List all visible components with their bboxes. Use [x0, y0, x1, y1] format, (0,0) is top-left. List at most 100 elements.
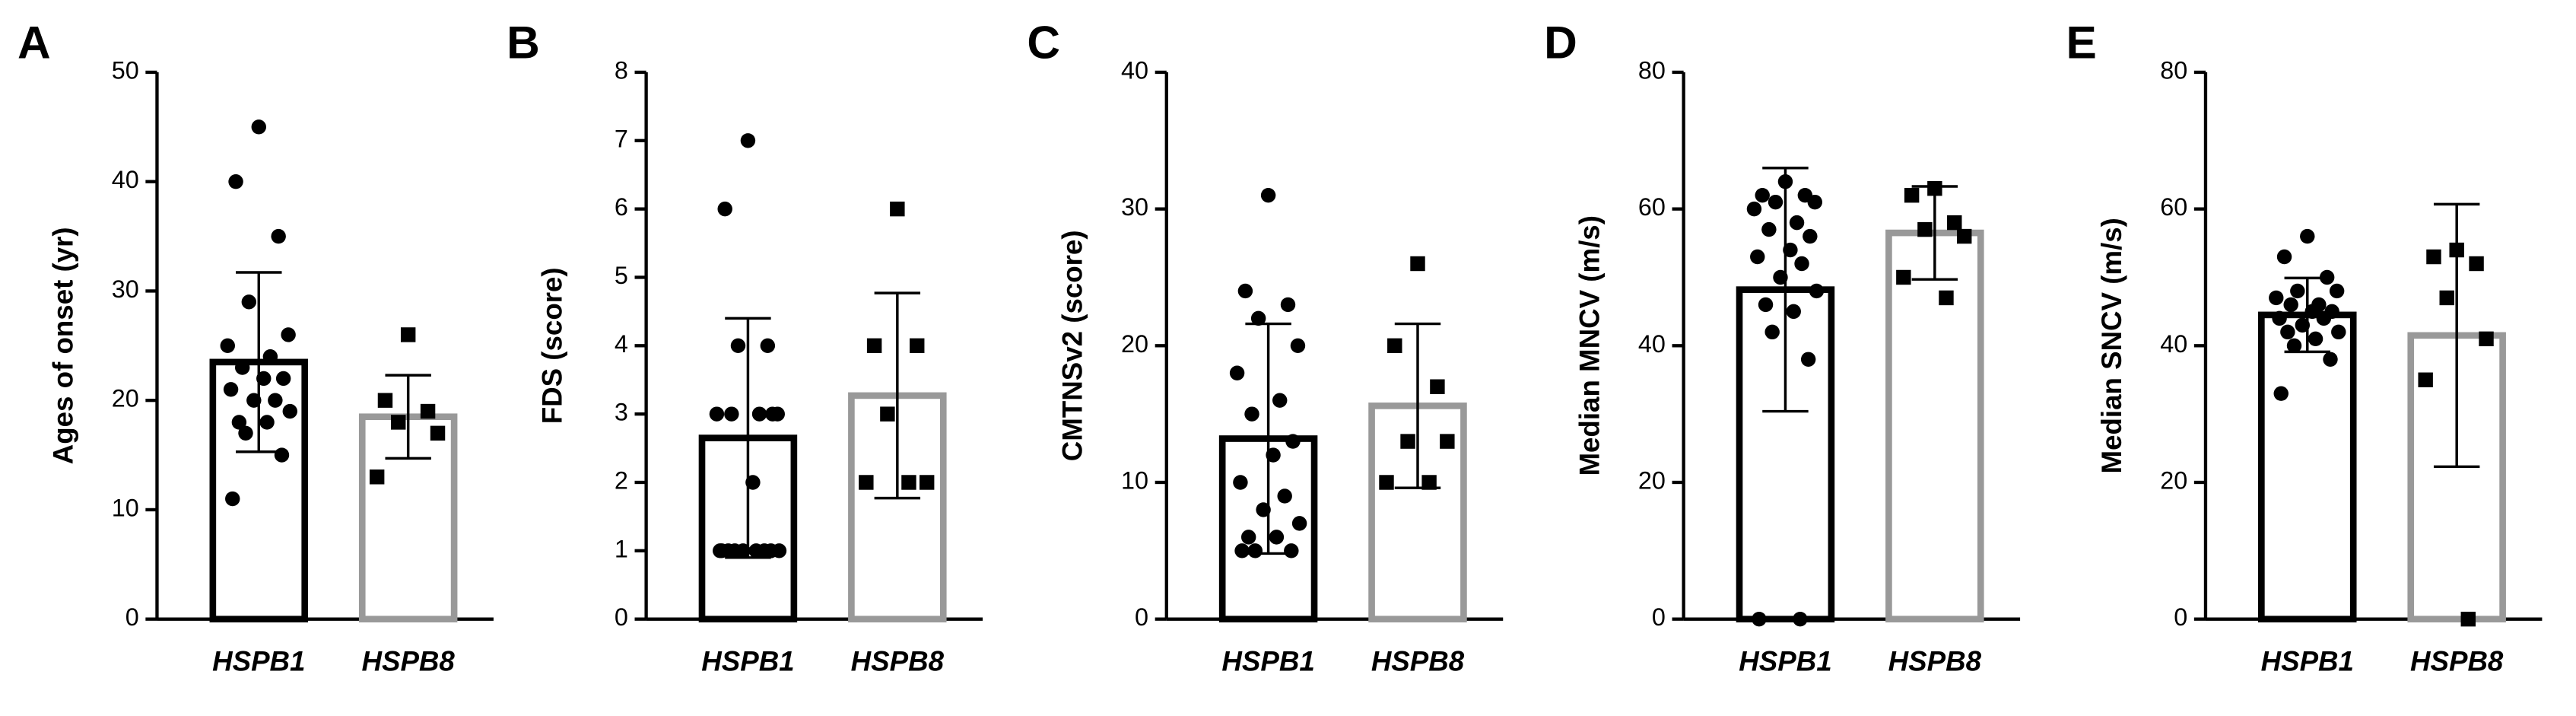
data-point — [760, 338, 776, 354]
data-point — [730, 338, 746, 354]
data-point — [2323, 352, 2338, 367]
data-point — [859, 475, 874, 490]
data-point — [724, 406, 739, 422]
data-point — [2426, 249, 2441, 265]
data-point — [1809, 283, 1825, 299]
data-point — [2469, 256, 2484, 272]
panel: B FDS (score) 0 1 2 3 4 5 6 7 8 HSPB1 HSPB8 — [507, 16, 983, 677]
data-point — [2418, 372, 2433, 387]
data-point — [420, 403, 436, 419]
error-bar — [1762, 167, 1809, 413]
y-tick-label: 40 — [1638, 330, 1666, 358]
data-point — [765, 406, 780, 422]
data-point — [268, 393, 283, 408]
data-point — [2283, 297, 2298, 313]
data-point — [1803, 228, 1818, 244]
data-point — [1807, 194, 1823, 210]
data-point — [238, 425, 253, 441]
data-point — [1430, 379, 1445, 394]
bar — [2258, 311, 2357, 622]
data-point — [1291, 516, 1307, 531]
panel-letter: E — [2066, 16, 2097, 68]
y-tick-label: 30 — [1121, 193, 1148, 221]
data-point — [1237, 283, 1253, 299]
bar — [1885, 229, 1984, 622]
panel: A Ages of onset (yr) 0 10 20 30 40 50 HSPB1 HSPB8 — [17, 16, 494, 677]
y-tick-label: 2 — [615, 467, 628, 495]
data-point — [880, 406, 895, 422]
data-point — [2273, 386, 2289, 401]
data-point — [1240, 530, 1256, 545]
data-point — [2449, 242, 2464, 258]
data-point — [228, 173, 243, 189]
data-point — [274, 447, 290, 463]
data-point — [2331, 324, 2346, 340]
data-point — [1793, 611, 1808, 627]
data-point — [1746, 201, 1762, 217]
data-point — [2479, 331, 2494, 347]
data-point — [1234, 543, 1250, 558]
error-bar — [874, 291, 921, 500]
y-tick-label: 0 — [125, 603, 139, 631]
data-point — [1783, 242, 1798, 258]
data-point — [1777, 173, 1793, 189]
data-point — [241, 294, 257, 310]
x-tick-label: HSPB1 — [2261, 646, 2354, 677]
data-point — [890, 201, 905, 217]
data-point — [220, 338, 235, 354]
data-point — [1956, 228, 1972, 244]
data-point — [1768, 194, 1784, 210]
panel-letter: A — [17, 16, 51, 68]
data-point — [1750, 249, 1765, 265]
data-point — [1440, 434, 1455, 449]
x-tick-label: HSPB8 — [362, 646, 456, 677]
data-point — [1247, 543, 1263, 558]
data-point — [2269, 290, 2284, 306]
data-point — [1755, 187, 1770, 203]
data-point — [714, 543, 729, 558]
data-point — [231, 415, 247, 430]
data-point — [369, 469, 385, 485]
y-tick-label: 3 — [615, 399, 628, 426]
data-point — [1387, 338, 1402, 354]
y-tick-label: 0 — [615, 603, 628, 631]
data-point — [919, 475, 935, 490]
data-point — [1800, 352, 1816, 367]
data-point — [1758, 297, 1774, 313]
y-tick-label: 30 — [112, 275, 139, 303]
data-point — [271, 228, 286, 244]
data-point — [745, 475, 761, 490]
data-point — [251, 119, 266, 135]
panel-letter: B — [507, 16, 540, 68]
data-point — [256, 371, 272, 387]
data-point — [400, 327, 416, 342]
data-point — [2329, 283, 2345, 299]
y-tick-label: 6 — [615, 193, 628, 221]
y-tick-label: 20 — [1121, 330, 1148, 358]
y-tick-label: 60 — [1638, 193, 1666, 221]
y-tick-label: 40 — [112, 166, 139, 193]
data-point — [1789, 215, 1805, 231]
data-point — [740, 133, 756, 148]
data-point — [1280, 297, 1296, 313]
data-point — [727, 543, 742, 558]
y-axis-label: CMTNSv2 (score) — [1057, 230, 1088, 461]
data-point — [430, 425, 446, 441]
data-point — [2295, 317, 2311, 333]
y-tick-label: 1 — [615, 535, 628, 562]
y-tick-label: 80 — [1638, 57, 1666, 84]
y-tick-label: 10 — [1121, 467, 1148, 495]
data-point — [281, 327, 296, 342]
data-point — [259, 415, 275, 430]
data-point — [1421, 475, 1437, 490]
y-tick-label: 0 — [2174, 603, 2187, 631]
data-point — [1752, 611, 1767, 627]
data-point — [1269, 530, 1285, 545]
error-bar — [236, 271, 282, 453]
panel: C CMTNSv2 (score) 0 10 20 30 40 HSPB1 HSPB8 — [1027, 16, 1504, 677]
x-tick-label: HSPB1 — [701, 646, 794, 677]
data-point — [1917, 221, 1933, 237]
y-tick-label: 0 — [1135, 603, 1148, 631]
data-point — [1761, 221, 1777, 237]
